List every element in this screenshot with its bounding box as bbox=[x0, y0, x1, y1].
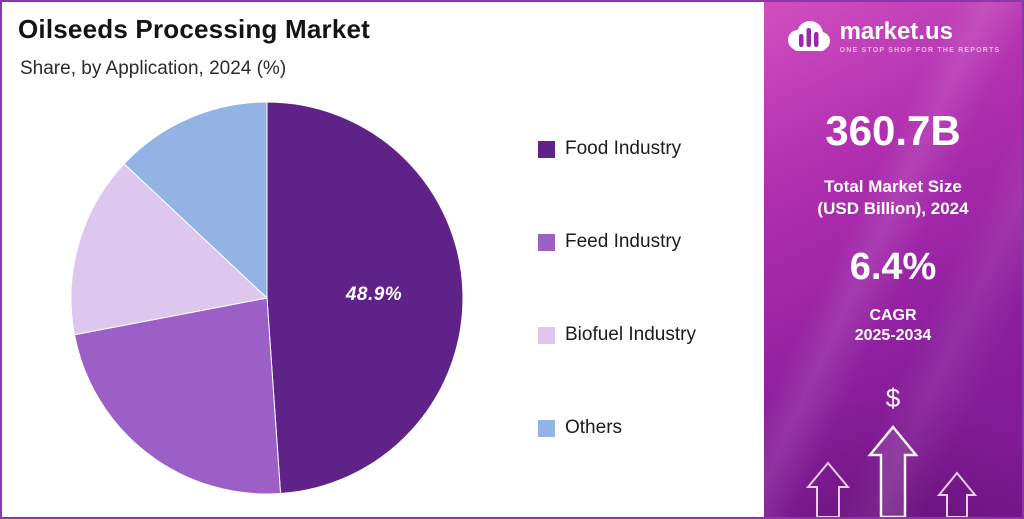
legend-swatch-biofuel-industry bbox=[538, 326, 555, 344]
pie-data-label: 48.9% bbox=[345, 284, 403, 305]
cagr-label-line2: 2025-2034 bbox=[854, 327, 932, 345]
legend-swatch-others bbox=[538, 419, 555, 437]
brand-name: market.us bbox=[839, 18, 953, 45]
market-size-label-line1: Total Market Size bbox=[824, 177, 962, 196]
legend-label: Feed Industry bbox=[565, 231, 682, 252]
cagr-value: 6.4% bbox=[849, 245, 937, 288]
market-size-label: Total Market Size (USD Billion), 2024 bbox=[817, 176, 968, 220]
pie-chart-svg bbox=[70, 101, 464, 495]
legend-label: Biofuel Industry bbox=[565, 324, 696, 345]
marketus-logo-icon bbox=[787, 21, 830, 51]
chart-title: Oilseeds Processing Market bbox=[18, 14, 371, 44]
brand: market.us ONE STOP SHOP FOR THE REPORTS bbox=[786, 20, 1001, 54]
cagr-label-line1: CAGR bbox=[869, 306, 917, 324]
legend-swatch-food-industry bbox=[538, 140, 555, 158]
dollar-icon: $ bbox=[885, 383, 901, 414]
legend-item-food-industry: Food Industry bbox=[538, 131, 696, 167]
legend-label: Food Industry bbox=[565, 138, 682, 159]
brand-tagline: ONE STOP SHOP FOR THE REPORTS bbox=[839, 47, 1001, 54]
chart-subtitle: Share, by Application, 2024 (%) bbox=[20, 58, 287, 79]
market-size-label-line2: (USD Billion), 2024 bbox=[817, 198, 969, 218]
market-size-value: 360.7B bbox=[825, 107, 961, 154]
legend-label: Others bbox=[565, 417, 623, 438]
cagr-label: CAGR 2025-2034 bbox=[855, 306, 932, 348]
chart-legend: Food Industry Feed Industry Biofuel Indu… bbox=[538, 131, 696, 446]
legend-item-biofuel-industry: Biofuel Industry bbox=[538, 317, 696, 353]
legend-swatch-feed-industry bbox=[538, 233, 555, 251]
pie-chart: 48.9% bbox=[67, 98, 467, 498]
legend-item-others: Others bbox=[538, 410, 696, 446]
growth-arrows-icon bbox=[805, 425, 978, 517]
legend-item-feed-industry: Feed Industry bbox=[538, 224, 696, 260]
brand-panel: market.us ONE STOP SHOP FOR THE REPORTS … bbox=[764, 2, 1022, 517]
chart-area: Oilseeds Processing Market Share, by App… bbox=[2, 2, 764, 517]
